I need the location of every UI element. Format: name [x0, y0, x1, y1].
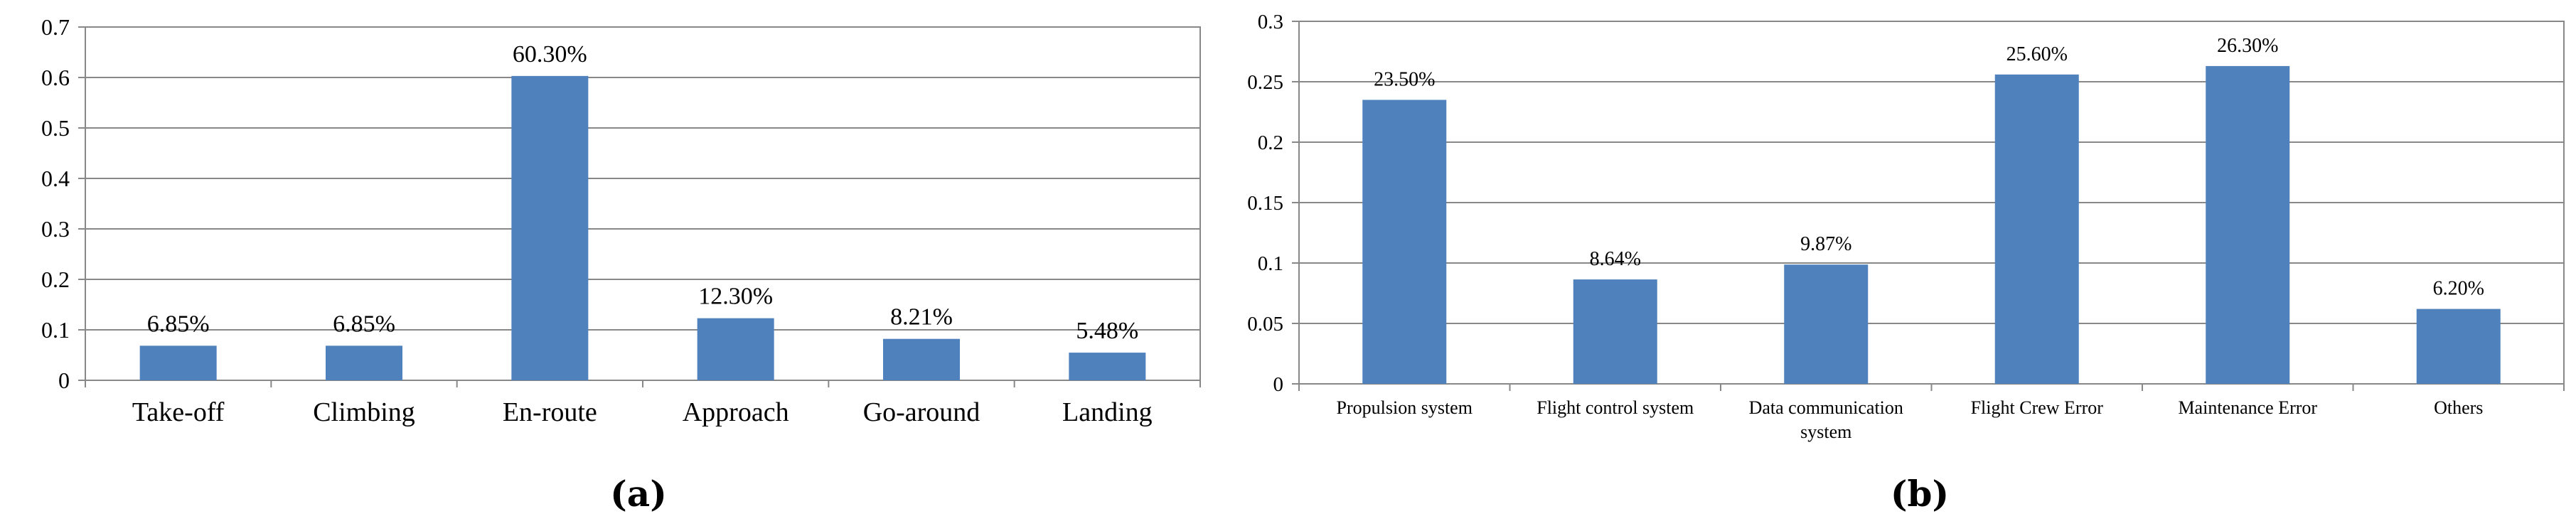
y-tick-label: 0.1: [41, 317, 70, 343]
bar-a-5: [883, 338, 960, 380]
y-tick-label: 0.7: [41, 14, 70, 40]
data-label: 8.21%: [890, 304, 953, 331]
y-tick-label: 0.1: [1258, 252, 1283, 275]
y-tick-label: 0.4: [41, 166, 70, 191]
y-tick-label: 0.3: [1258, 11, 1283, 33]
bar-a-6: [1069, 353, 1146, 380]
data-label: 60.30%: [513, 41, 587, 68]
category-label: Climbing: [313, 397, 415, 427]
figure-caption: (b): [1891, 473, 1949, 515]
bar-a-1: [139, 345, 217, 380]
data-label: 25.60%: [2006, 43, 2068, 65]
y-tick-label: 0: [58, 368, 70, 393]
category-label: Flight Crew Error: [1971, 397, 2104, 418]
bar-b-1: [1362, 100, 1447, 384]
data-label: 8.64%: [1590, 248, 1641, 270]
data-label: 9.87%: [1800, 233, 1851, 255]
category-label: Data communication: [1749, 397, 1903, 418]
data-label: 6.85%: [333, 311, 395, 337]
bar-a-4: [697, 318, 774, 380]
chart-a: 0 0.1 0.2 0.3 0.4 0.5 0.6 0.7 6.85% Take-off 6.85%…: [41, 14, 1201, 515]
y-tick-label: 0.2: [41, 267, 70, 292]
y-tick-label: 0.5: [41, 115, 70, 141]
y-tick-label: 0.6: [41, 65, 70, 90]
data-label: 5.48%: [1076, 318, 1138, 344]
category-label: Maintenance Error: [2178, 397, 2317, 418]
bar-b-2: [1573, 279, 1657, 384]
category-label: En-route: [503, 397, 597, 427]
bar-b-4: [1994, 74, 2079, 385]
category-label: system: [1800, 422, 1851, 442]
data-label: 23.50%: [1374, 69, 1435, 91]
y-tick-label: 0.05: [1247, 313, 1283, 336]
category-label: Others: [2434, 397, 2483, 418]
data-label: 12.30%: [698, 284, 773, 310]
data-label: 6.85%: [147, 311, 210, 337]
bar-b-6: [2416, 309, 2501, 384]
bar-b-5: [2206, 65, 2290, 385]
bar-a-2: [326, 345, 402, 380]
category-label: Go-around: [863, 397, 980, 427]
category-label: Flight control system: [1536, 397, 1694, 418]
chart-b: 0 0.05 0.1 0.15 0.2 0.25 0.3 23.50% Propulsion s…: [1247, 11, 2565, 515]
y-tick-label: 0: [1273, 373, 1284, 396]
bar-b-3: [1784, 264, 1869, 384]
category-label: Propulsion system: [1337, 397, 1473, 418]
y-tick-label: 0.15: [1247, 192, 1283, 215]
plot-area: [85, 26, 1201, 381]
category-label: Approach: [683, 397, 789, 427]
category-label: Landing: [1062, 397, 1153, 427]
figure-caption: (a): [610, 473, 667, 515]
category-label: Take-off: [132, 397, 225, 427]
data-label: 6.20%: [2433, 278, 2484, 300]
y-tick-label: 0.3: [41, 216, 70, 242]
bar-a-3: [511, 75, 589, 381]
data-label: 26.30%: [2217, 35, 2278, 57]
y-tick-label: 0.25: [1247, 71, 1283, 94]
y-tick-label: 0.2: [1258, 132, 1283, 154]
